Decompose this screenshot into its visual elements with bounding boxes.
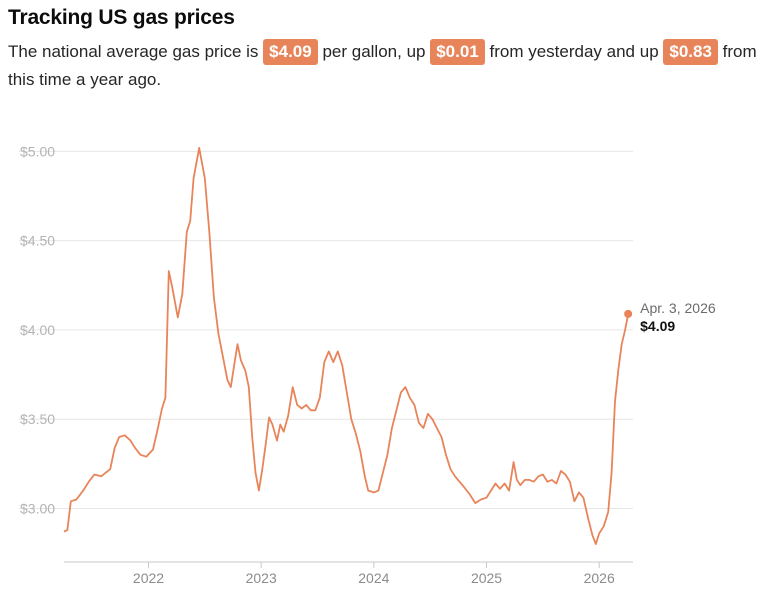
summary-text-2: per gallon, up [322, 42, 426, 61]
price-series-line [63, 147, 630, 545]
latest-date-label: Apr. 3, 2026 [640, 300, 716, 316]
day-change-badge: $0.01 [430, 39, 485, 65]
summary-text-3: from yesterday and up [489, 42, 659, 61]
price-badge: $4.09 [263, 39, 318, 65]
chart-title: Tracking US gas prices [8, 6, 235, 29]
y-tick-label: $3.00 [20, 500, 55, 516]
summary-text-4: from this time a year ago. [8, 42, 757, 89]
x-tick-label: 2022 [133, 570, 164, 586]
y-tick-label: $3.50 [20, 411, 55, 427]
x-tick-label: 2024 [358, 570, 389, 586]
x-tick-label: 2025 [471, 570, 502, 586]
x-tick-label: 2026 [584, 570, 615, 586]
y-tick-label: $4.00 [20, 322, 55, 338]
year-change-badge: $0.83 [663, 39, 718, 65]
x-tick-label: 2023 [246, 570, 277, 586]
y-tick-label: $5.00 [20, 143, 55, 159]
latest-value-label: $4.09 [640, 318, 675, 334]
y-tick-label: $4.50 [20, 233, 55, 249]
latest-point-marker [624, 309, 633, 318]
chart-summary: The national average gas price is $4.09 … [8, 38, 773, 93]
summary-text-1: The national average gas price is [8, 42, 259, 61]
